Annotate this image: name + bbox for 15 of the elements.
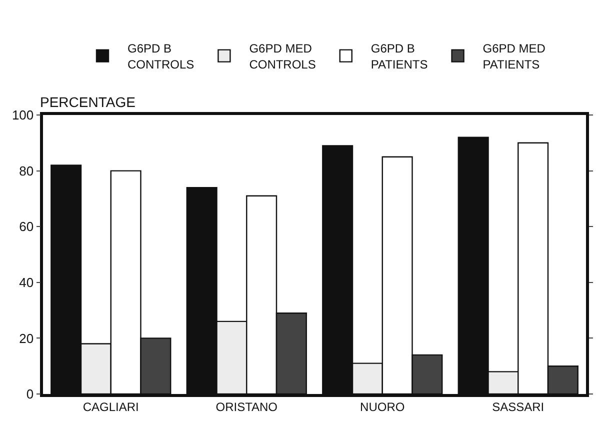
y-tick-label: 20 [19,330,34,346]
x-tick-label: SASSARI [492,400,544,414]
y-tick-label: 40 [19,274,34,290]
legend-label: G6PD B PATIENTS [370,42,428,72]
x-tick-label: CAGLIARI [82,400,139,414]
y-tick-label: 0 [26,386,34,402]
legend-label: G6PD MED CONTROLS [249,42,316,72]
x-tick-label: ORISTANO [216,400,278,414]
y-tick-label: 60 [19,219,34,234]
x-tick-label: NUORO [360,400,405,414]
y-tick-label: 80 [19,163,34,178]
y-axis-title: PERCENTAGE [40,94,136,110]
y-tick-label: 100 [12,108,34,123]
legend-label: G6PD B CONTROLS [128,42,194,72]
legend-label: G6PD MED PATIENTS [482,42,546,72]
